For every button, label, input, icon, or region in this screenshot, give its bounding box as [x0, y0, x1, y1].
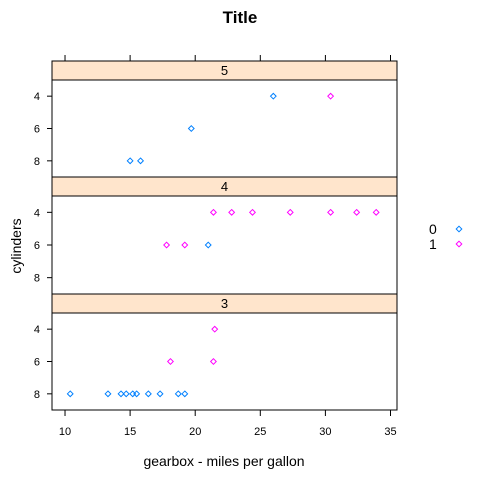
panel-frame-3 — [51, 312, 398, 411]
panel-4: 4 4 6 8 — [34, 176, 398, 295]
y-tick-label: 8 — [34, 156, 40, 168]
legend-label-1: 1 — [429, 236, 437, 252]
data-point-series-0 — [181, 390, 189, 398]
data-point-series-1 — [286, 208, 294, 216]
x-axis-label: gearbox - miles per gallon — [143, 453, 304, 469]
y-tick-label: 6 — [34, 240, 40, 252]
data-point-series-0 — [204, 241, 212, 249]
x-tick-label: 20 — [189, 426, 201, 438]
data-point-series-0 — [174, 390, 182, 398]
y-tick-label: 6 — [34, 357, 40, 369]
x-tick-label: 10 — [59, 426, 71, 438]
data-point-series-1 — [209, 357, 217, 366]
panels: 5 4 6 8 4 4 6 8 3 4 6 8 — [34, 60, 398, 411]
data-point-series-1 — [327, 208, 335, 216]
panel-3: 3 4 6 8 — [34, 293, 398, 411]
y-axis-label: cylinders — [8, 218, 24, 273]
chart-title: Title — [223, 8, 258, 27]
data-point-series-1 — [181, 241, 189, 249]
data-point-series-1 — [166, 357, 174, 366]
data-point-series-1 — [209, 208, 217, 216]
data-point-series-1 — [163, 241, 171, 249]
data-point-series-0 — [104, 390, 112, 398]
data-point-series-1 — [372, 208, 380, 216]
data-point-series-0 — [122, 390, 130, 398]
panel-frame-4 — [51, 195, 398, 295]
data-point-series-1 — [211, 325, 219, 333]
x-tick-label: 30 — [319, 426, 331, 438]
data-point-series-0 — [66, 390, 74, 398]
x-tick-label: 35 — [384, 426, 396, 438]
data-point-series-1 — [327, 92, 335, 100]
strip-label-5: 5 — [221, 63, 228, 78]
y-tick-label: 6 — [34, 124, 40, 136]
legend: 01 — [429, 221, 463, 252]
x-axis: 10 15 20 25 30 35 — [59, 55, 397, 438]
legend-marker-0 — [455, 225, 463, 233]
data-point-series-0 — [156, 390, 164, 398]
legend-label-0: 0 — [429, 221, 437, 237]
legend-marker-1 — [455, 240, 463, 248]
data-point-series-1 — [353, 208, 361, 216]
data-point-series-0 — [137, 157, 145, 165]
y-tick-label: 8 — [34, 273, 40, 285]
data-point-series-1 — [248, 208, 256, 216]
y-tick-label: 8 — [34, 389, 40, 401]
y-tick-label: 4 — [34, 207, 40, 219]
data-point-series-0 — [144, 390, 152, 398]
data-point-series-1 — [228, 208, 236, 216]
data-point-series-0 — [269, 92, 277, 100]
data-point-series-0 — [133, 390, 141, 398]
y-tick-label: 4 — [34, 91, 40, 103]
data-point-series-0 — [117, 390, 125, 398]
strip-label-3: 3 — [221, 296, 228, 311]
data-point-series-0 — [126, 157, 134, 165]
panel-5: 5 4 6 8 — [34, 60, 398, 178]
data-point-series-0 — [187, 124, 195, 133]
data-point-series-0 — [129, 390, 137, 398]
strip-label-4: 4 — [221, 179, 228, 194]
x-tick-label: 25 — [254, 426, 266, 438]
y-tick-label: 4 — [34, 324, 40, 336]
panel-frame-5 — [51, 79, 398, 178]
x-tick-label: 15 — [124, 426, 136, 438]
